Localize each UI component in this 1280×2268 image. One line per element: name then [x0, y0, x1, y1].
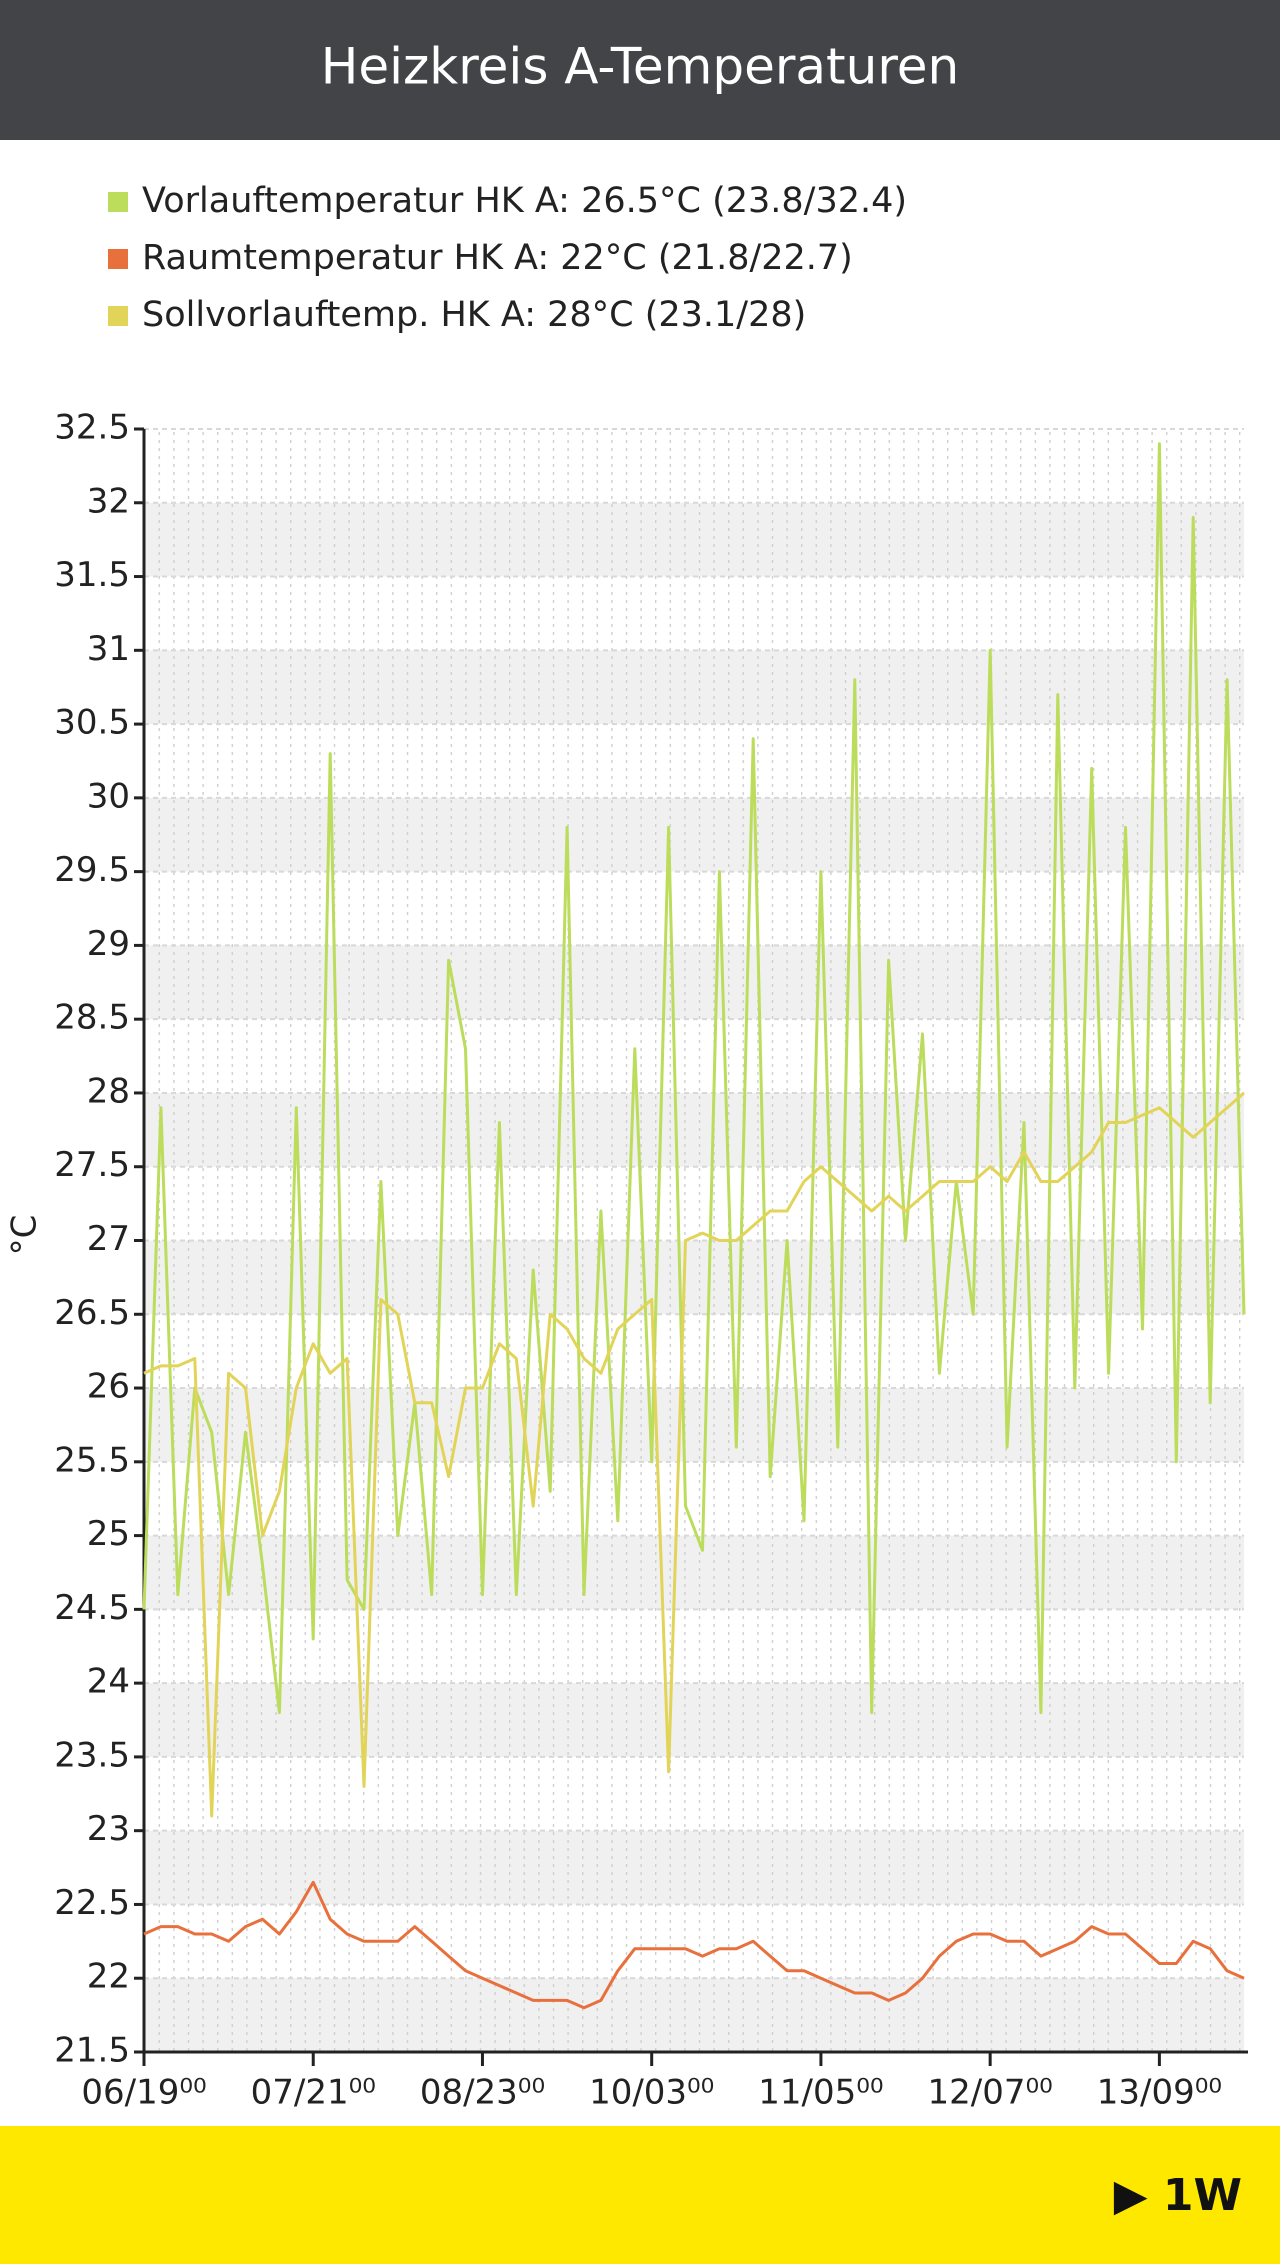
y-tick-label: 27 — [87, 1219, 130, 1259]
x-tick-label: 10/03⁰⁰ — [589, 2073, 714, 2113]
legend-label: Raumtemperatur HK A: 22°C (21.8/22.7) — [142, 238, 853, 278]
y-tick-label: 24.5 — [54, 1588, 130, 1628]
y-tick-label: 26 — [87, 1367, 130, 1407]
y-tick-label: 31 — [87, 629, 130, 669]
y-tick-label: 29.5 — [54, 850, 130, 890]
y-tick-label: 23 — [87, 1809, 130, 1849]
y-tick-label: 31.5 — [54, 555, 130, 595]
y-tick-label: 25.5 — [54, 1440, 130, 1480]
y-tick-label: 22.5 — [54, 1883, 130, 1923]
header-bar — [0, 0, 1280, 140]
y-tick-label: 28 — [87, 1071, 130, 1111]
y-tick-label: 24 — [87, 1662, 130, 1702]
plot-area: Vorlauftemperatur HK A: 26.5°C (23.8/32.… — [54, 181, 1248, 2113]
series-line — [142, 442, 1246, 1715]
y-tick-label: 32.5 — [54, 408, 130, 448]
x-tick-label: 11/05⁰⁰ — [758, 2073, 883, 2113]
header-title: Heizkreis A-Temperaturen — [321, 38, 959, 96]
y-tick-label: 29 — [87, 924, 130, 964]
legend-label: Sollvorlauftemp. HK A: 28°C (23.1/28) — [142, 295, 806, 335]
y-tick-label: 25 — [87, 1514, 130, 1554]
y-tick-label: 27.5 — [54, 1145, 130, 1185]
x-tick-label: 06/19⁰⁰ — [81, 2073, 206, 2113]
y-tick-label: 28.5 — [54, 998, 130, 1038]
legend-swatch — [108, 192, 128, 212]
y-tick-label: 30 — [87, 776, 130, 816]
x-tick-label: 12/07⁰⁰ — [928, 2073, 1053, 2113]
y-tick-label: 30.5 — [54, 703, 130, 743]
legend-swatch — [108, 306, 128, 326]
y-tick-label: 21.5 — [54, 2031, 130, 2071]
y-tick-label: 26.5 — [54, 1293, 130, 1333]
x-tick-label: 07/21⁰⁰ — [251, 2073, 376, 2113]
y-axis-label: °C — [5, 1215, 45, 1256]
series-line — [143, 1880, 1245, 2010]
y-tick-label: 32 — [87, 481, 130, 521]
y-tick-label: 22 — [87, 1957, 130, 1997]
y-tick-label: 23.5 — [54, 1735, 130, 1775]
x-tick-label: 08/23⁰⁰ — [420, 2073, 545, 2113]
series-line — [143, 1091, 1245, 1818]
legend-swatch — [108, 249, 128, 269]
legend-label: Vorlauftemperatur HK A: 26.5°C (23.8/32.… — [142, 181, 907, 221]
x-tick-label: 13/09⁰⁰ — [1097, 2073, 1222, 2113]
footer-bar — [0, 2126, 1280, 2264]
range-button[interactable]: ▶ 1W — [1114, 2170, 1242, 2221]
